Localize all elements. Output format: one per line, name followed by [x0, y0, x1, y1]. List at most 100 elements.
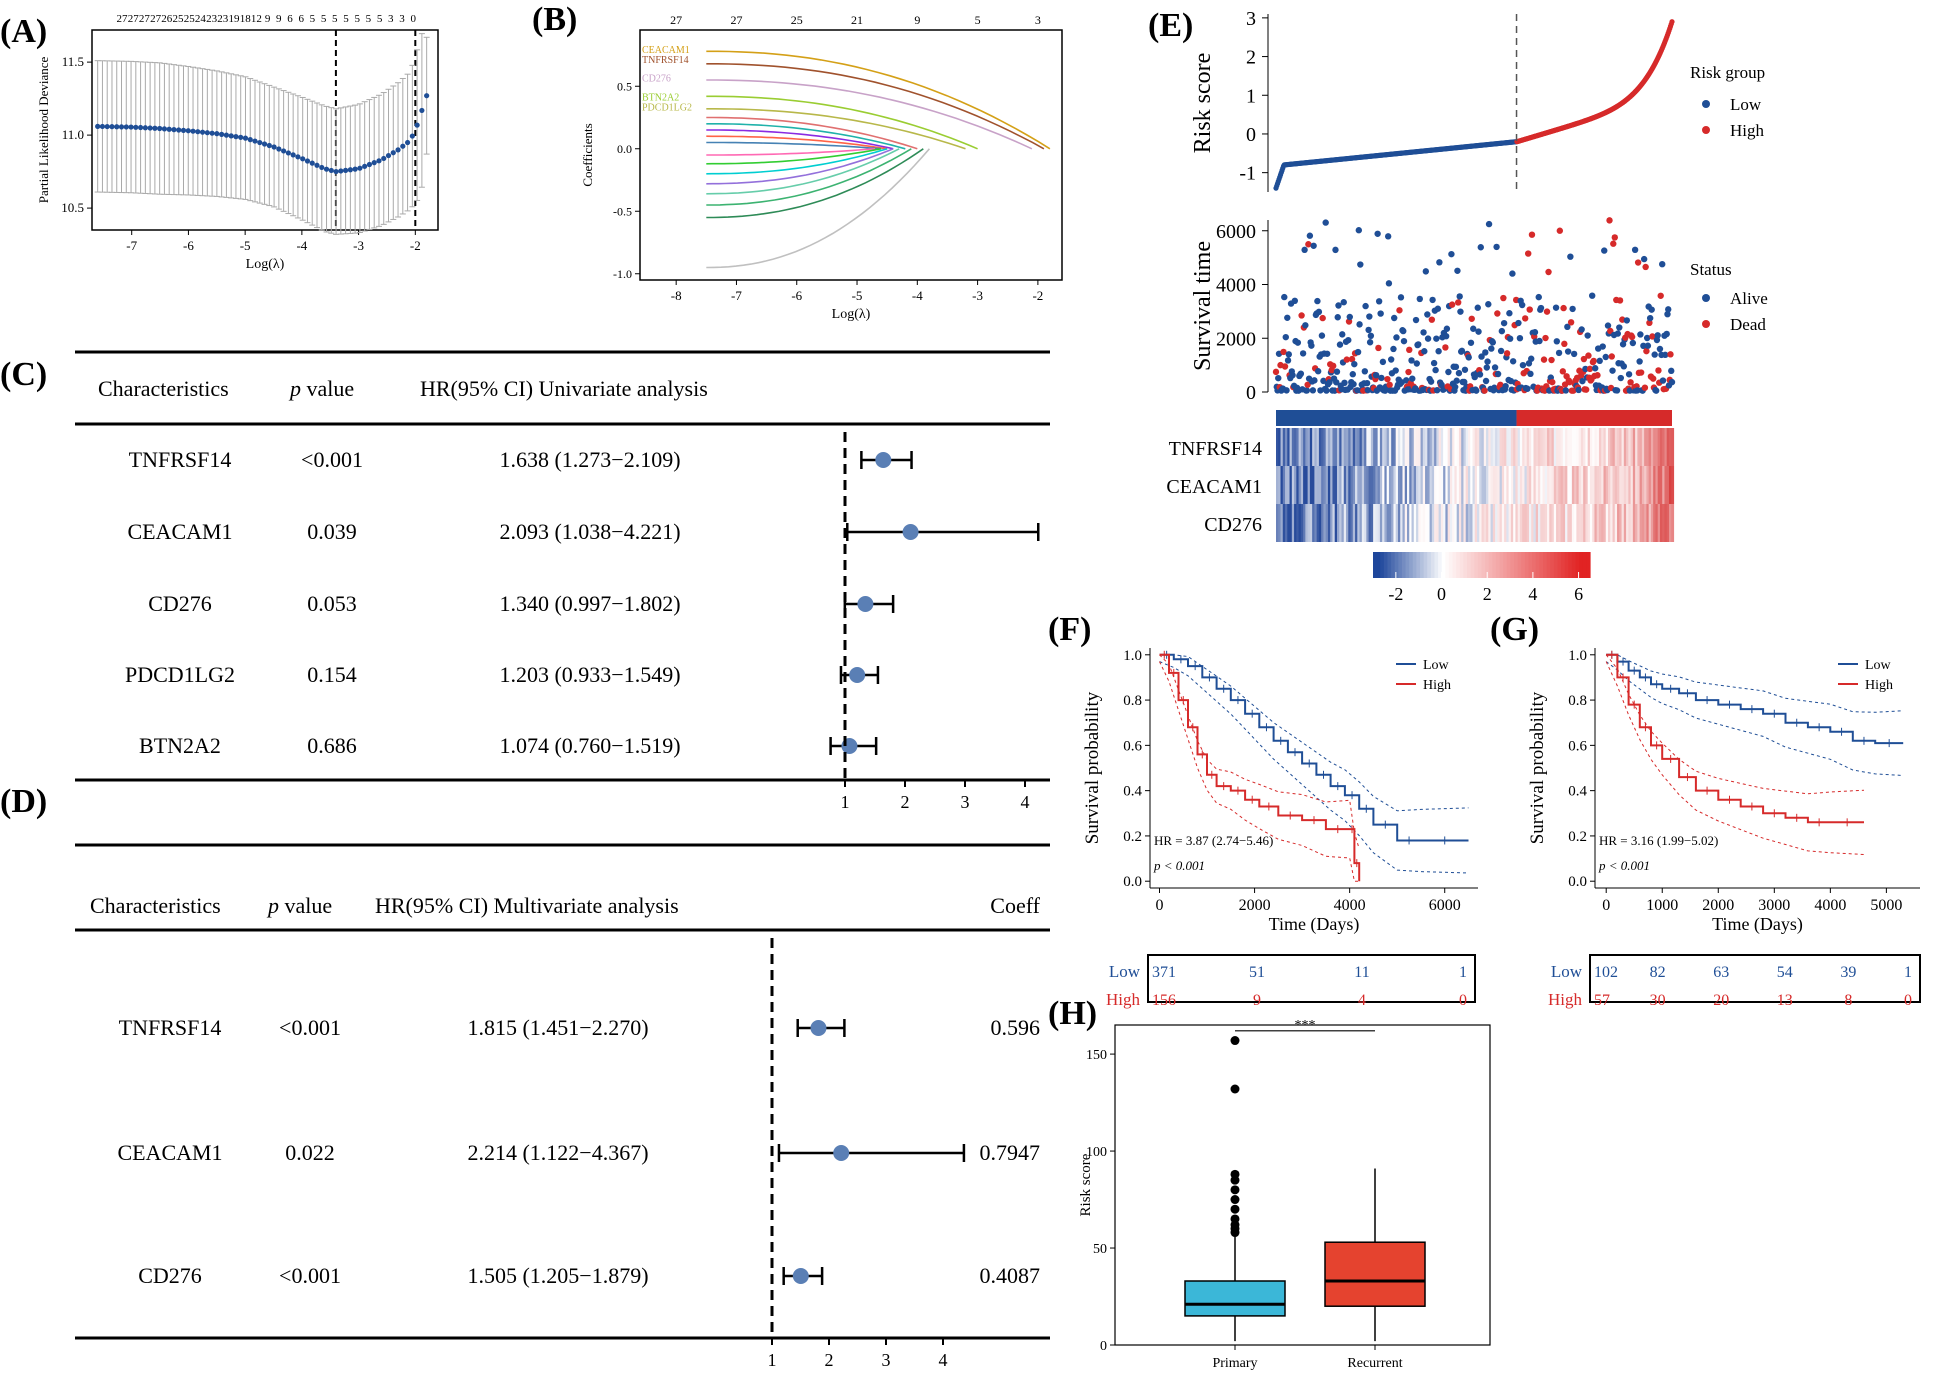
heatmap-cell — [1352, 466, 1356, 504]
x-tick-label: -8 — [671, 288, 682, 303]
axis-tick-label: 2 — [901, 792, 910, 812]
coef-path-s8 — [706, 129, 894, 150]
y-tick-label: 11.5 — [62, 54, 84, 69]
heatmap-cell — [1454, 466, 1458, 504]
status-point — [1309, 387, 1317, 394]
deviance-point — [137, 124, 144, 131]
status-point — [1585, 352, 1592, 359]
heatmap-cell — [1370, 504, 1374, 542]
top-tick-label: 18 — [240, 13, 252, 25]
heatmap-cell — [1608, 428, 1611, 466]
status-point — [1322, 219, 1329, 226]
heatmap-cell — [1434, 466, 1437, 504]
status-point — [1375, 344, 1382, 352]
heatmap-cell — [1312, 428, 1315, 466]
row-p-value: 0.022 — [285, 1140, 335, 1165]
status-point — [1477, 244, 1484, 251]
heatmap-cell — [1662, 466, 1666, 504]
risk-table-count: 57 — [1594, 992, 1610, 1009]
top-tick-label: 3 — [1035, 13, 1041, 27]
outlier-point — [1230, 1214, 1240, 1224]
status-point — [1468, 315, 1475, 322]
row-hr: 1.505 (1.205−1.879) — [467, 1263, 648, 1288]
heatmap-cell — [1300, 466, 1304, 504]
heatmap-cell — [1662, 504, 1666, 542]
colorbar-segment — [1376, 552, 1381, 578]
x-tick-label: 1000 — [1646, 897, 1678, 914]
heatmap-cell — [1668, 428, 1672, 466]
heatmap-cell — [1601, 466, 1605, 504]
heatmap-cell — [1533, 504, 1537, 542]
top-tick-label: 5 — [310, 13, 316, 25]
heatmap-cell — [1612, 466, 1616, 504]
top-tick-label: 5 — [354, 13, 360, 25]
deviance-point — [204, 130, 210, 136]
x-tick-label: 2000 — [1702, 897, 1734, 914]
status-point — [1310, 242, 1317, 249]
status-point — [1668, 378, 1676, 386]
heatmap-cell — [1547, 428, 1550, 466]
deviance-point — [381, 155, 387, 162]
heatmap-cell — [1544, 466, 1548, 504]
status-point — [1616, 297, 1624, 304]
heatmap-cell — [1395, 466, 1399, 504]
status-point — [1305, 241, 1312, 248]
colorbar-segment — [1420, 552, 1425, 578]
risk-table-frame — [1147, 954, 1476, 1003]
status-point — [1646, 314, 1654, 322]
heatmap-cell — [1307, 466, 1311, 504]
heatmap-cell — [1551, 428, 1555, 466]
heatmap-cell — [1492, 504, 1496, 542]
heatmap-cell — [1540, 466, 1544, 504]
heatmap-cell — [1644, 504, 1647, 542]
heatmap-cell — [1659, 466, 1663, 504]
heatmap-cell — [1596, 466, 1600, 504]
status-point — [1308, 342, 1315, 349]
status-point — [1653, 336, 1661, 344]
status-point — [1284, 314, 1291, 321]
row-hr: 1.340 (0.997−1.802) — [499, 591, 680, 616]
heatmap-cell — [1370, 466, 1374, 504]
status-point — [1609, 367, 1616, 374]
heatmap-cell — [1488, 466, 1492, 504]
heatmap-cell — [1517, 504, 1521, 542]
status-point — [1372, 371, 1380, 379]
deviance-point — [199, 129, 206, 135]
heatmap-cell — [1605, 504, 1609, 542]
status-point — [1323, 350, 1331, 357]
heatmap-cell — [1531, 428, 1535, 466]
status-point — [1470, 325, 1477, 332]
heatmap-cell — [1285, 466, 1288, 504]
status-point — [1575, 386, 1582, 394]
deviance-point — [347, 167, 353, 173]
status-point — [1456, 293, 1463, 300]
status-point — [1390, 345, 1397, 353]
status-point — [1442, 344, 1449, 351]
status-point — [1336, 341, 1344, 348]
x-tick-label: -3 — [972, 288, 983, 303]
heatmap-cell — [1664, 428, 1668, 466]
status-point — [1326, 379, 1333, 386]
status-point — [1570, 350, 1578, 358]
heatmap-cell — [1537, 504, 1541, 542]
status-point — [1651, 351, 1658, 358]
risk-table-count: 1 — [1904, 964, 1912, 981]
top-tick-label: 23 — [206, 13, 218, 25]
heatmap-cell — [1533, 428, 1537, 466]
deviance-point — [147, 125, 153, 131]
colorbar-segment — [1380, 552, 1385, 578]
coef-line-label: BTN2A2 — [642, 92, 679, 103]
heatmap-cell — [1504, 504, 1507, 542]
heatmap-cell — [1495, 466, 1498, 504]
heatmap-cell — [1619, 466, 1623, 504]
heatmap-cell — [1305, 428, 1309, 466]
deviance-point — [109, 124, 115, 130]
heatmap-cell — [1666, 504, 1670, 542]
status-point — [1509, 358, 1517, 365]
colorbar-segment — [1535, 552, 1540, 578]
status-point — [1592, 365, 1599, 372]
status-point — [1451, 383, 1459, 391]
heatmap-cell — [1361, 504, 1365, 542]
heatmap-cell — [1463, 428, 1467, 466]
status-point — [1610, 240, 1617, 247]
